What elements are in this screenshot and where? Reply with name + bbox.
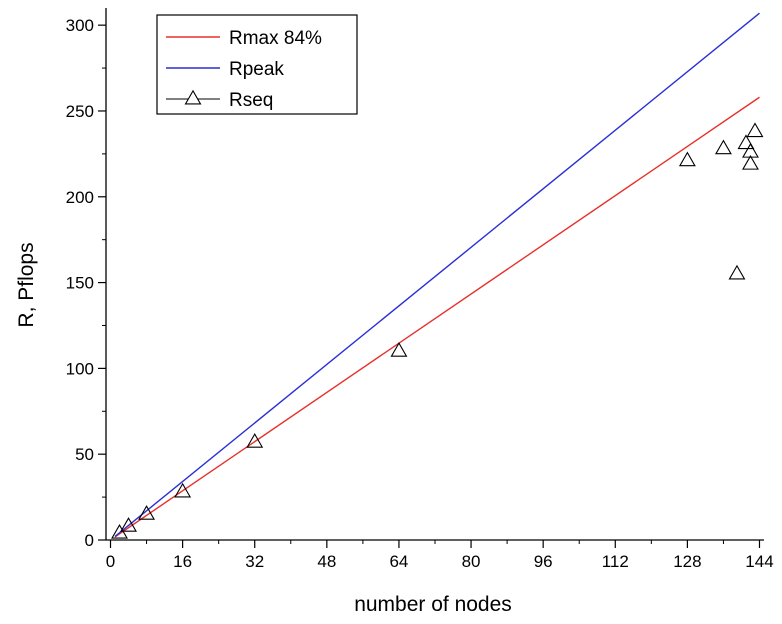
x-tick-label: 0 xyxy=(106,552,115,571)
x-tick-label: 112 xyxy=(602,552,629,571)
data-point xyxy=(120,517,137,532)
data-point xyxy=(246,432,264,448)
x-tick-label: 128 xyxy=(673,552,701,571)
data-point xyxy=(714,139,732,155)
y-tick-label: 50 xyxy=(75,445,94,464)
x-axis-title: number of nodes xyxy=(354,593,512,616)
x-tick-label: 16 xyxy=(173,552,192,571)
series-rmax-84 xyxy=(114,96,760,538)
data-point xyxy=(390,342,408,357)
legend-label: Rseq xyxy=(229,90,273,111)
data-point xyxy=(742,154,759,170)
x-axis-ticks: 0 16 32 48 64 80 96 112 128 144 xyxy=(106,540,774,571)
legend-item: Rpeak xyxy=(166,59,284,80)
x-tick-label: 48 xyxy=(317,552,336,571)
data-point xyxy=(678,151,696,167)
legend-label: Rpeak xyxy=(229,59,284,80)
y-axis-ticks: 0 50 100 150 200 250 300 xyxy=(66,16,106,550)
x-tick-label: 144 xyxy=(745,552,773,571)
series-line xyxy=(114,96,760,538)
legend: Rmax 84% Rpeak Rseq xyxy=(156,14,358,115)
legend-marker xyxy=(184,89,202,105)
y-tick-label: 300 xyxy=(66,16,94,35)
series-line xyxy=(114,12,760,537)
x-tick-label: 64 xyxy=(389,552,408,571)
legend-label: Rmax 84% xyxy=(229,28,322,49)
y-axis-title: R, Pflops xyxy=(15,242,38,327)
series-rseq xyxy=(111,122,764,539)
y-tick-label: 0 xyxy=(85,531,94,550)
y-tick-label: 150 xyxy=(66,274,94,293)
data-point xyxy=(737,134,755,150)
y-tick-label: 250 xyxy=(66,102,94,121)
x-tick-label: 80 xyxy=(462,552,481,571)
data-point xyxy=(138,505,156,520)
data-point xyxy=(742,142,759,158)
y-tick-label: 100 xyxy=(66,359,94,378)
plot-area xyxy=(111,12,764,539)
legend-item: Rmax 84% xyxy=(166,28,322,49)
legend-item: Rseq xyxy=(166,89,273,111)
series-rpeak xyxy=(114,12,760,537)
x-tick-label: 96 xyxy=(534,552,553,571)
y-tick-label: 200 xyxy=(66,188,94,207)
x-tick-label: 32 xyxy=(245,552,264,571)
data-point xyxy=(746,122,764,138)
data-point xyxy=(728,264,746,280)
data-point xyxy=(174,482,192,498)
